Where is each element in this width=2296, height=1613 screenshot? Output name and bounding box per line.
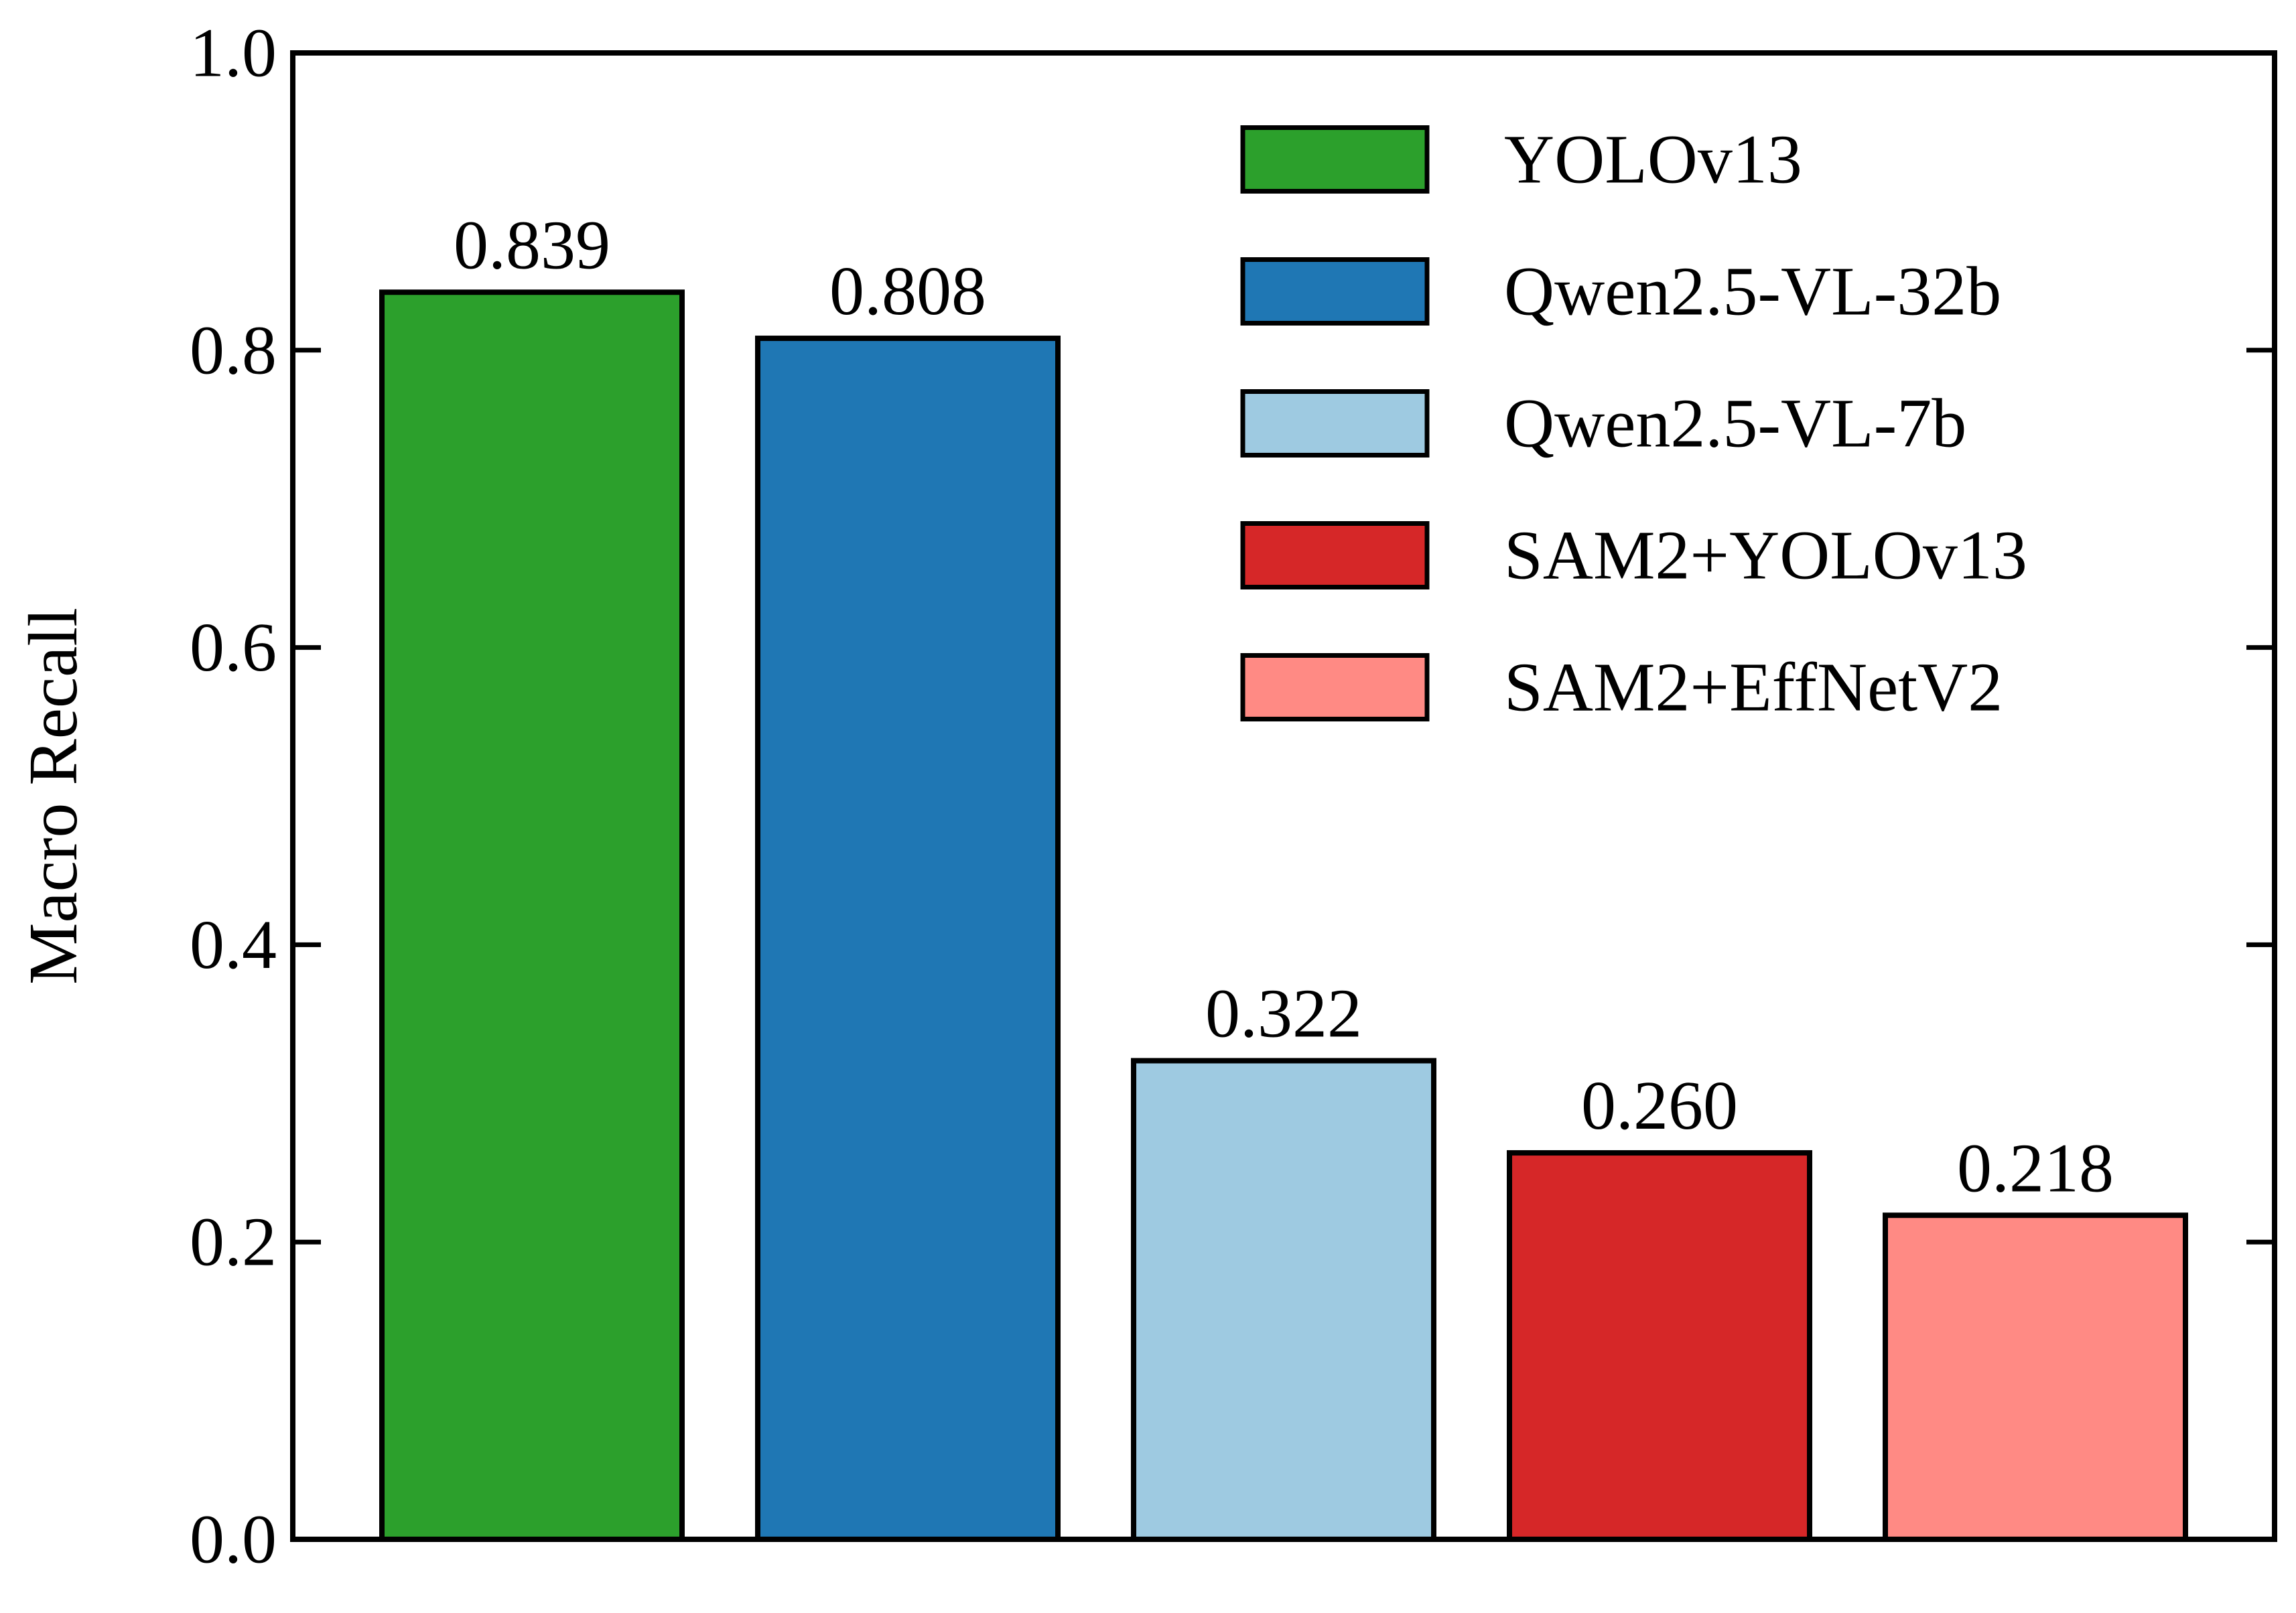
bar-sam2-yolov13 (1507, 1150, 1812, 1543)
legend-label: Qwen2.5-VL-32b (1504, 253, 2001, 330)
legend-label: Qwen2.5-VL-7b (1504, 385, 1966, 462)
y-tick-label: 0.4 (190, 906, 277, 983)
plot-frame (290, 50, 2277, 1542)
legend-swatch (1240, 653, 1430, 721)
y-ticks: 0.0 0.2 0.4 0.6 0.8 1.0 (190, 15, 2275, 1578)
bars (379, 289, 2188, 1543)
bar-qwen2-5-vl-32b (755, 336, 1061, 1543)
bar-value-label: 0.218 (1957, 1129, 2114, 1206)
data-labels: 0.839 0.808 0.322 0.260 0.218 (454, 206, 2114, 1206)
y-tick-label: 1.0 (190, 15, 277, 92)
legend-label: SAM2+YOLOv13 (1504, 517, 2027, 594)
y-tick-label: 0.6 (190, 609, 277, 686)
y-tick-label: 0.2 (190, 1204, 277, 1281)
legend-swatch (1240, 125, 1430, 194)
bar-qwen2-5-vl-7b (1131, 1058, 1436, 1543)
bar-sam2-effnetv2 (1883, 1212, 2188, 1543)
bar-yolov13 (379, 289, 685, 1542)
legend-label: SAM2+EffNetV2 (1504, 649, 2003, 726)
legend-swatch (1240, 389, 1430, 458)
y-tick-label: 0.0 (190, 1501, 277, 1578)
bar-value-label: 0.839 (454, 206, 610, 283)
bar-value-label: 0.322 (1205, 975, 1362, 1052)
legend: YOLOv13 Qwen2.5-VL-32b Qwen2.5-VL-7b SAM2+Y… (1240, 121, 2027, 726)
y-axis-title: Macro Recall (15, 608, 92, 985)
bar-value-label: 0.808 (829, 253, 986, 330)
legend-label: YOLOv13 (1504, 121, 1802, 198)
legend-swatch (1240, 257, 1430, 326)
bar-value-label: 0.260 (1581, 1067, 1738, 1144)
y-tick-label: 0.8 (190, 311, 277, 389)
legend-swatch (1240, 521, 1430, 589)
